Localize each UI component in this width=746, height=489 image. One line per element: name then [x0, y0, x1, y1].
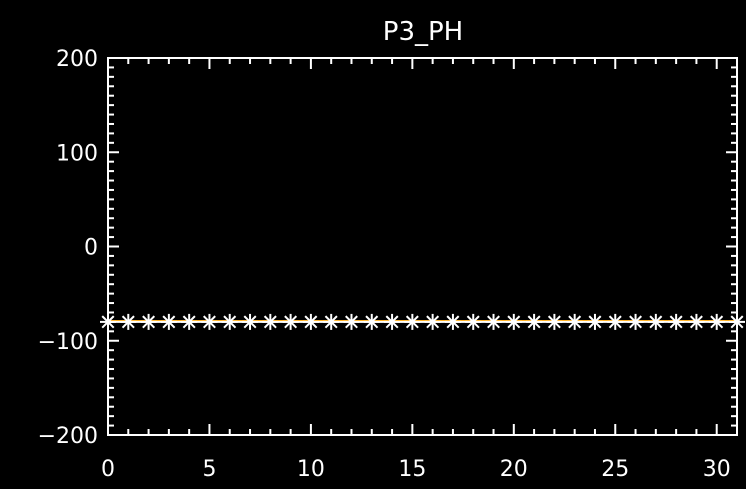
data-point-marker [526, 313, 543, 330]
y-tick-label: 0 [84, 236, 98, 261]
data-point-marker [302, 313, 319, 330]
data-point-marker [505, 313, 522, 330]
data-point-marker [140, 313, 157, 330]
data-point-marker [384, 313, 401, 330]
y-tick-label: 200 [56, 47, 98, 72]
data-point-marker [647, 313, 664, 330]
data-point-marker [465, 313, 482, 330]
data-point-marker [181, 313, 198, 330]
data-point-marker [424, 313, 441, 330]
data-point-marker [607, 313, 624, 330]
data-point-marker [404, 313, 421, 330]
x-tick-label: 15 [398, 457, 426, 482]
y-tick-label: −200 [38, 424, 98, 449]
data-point-marker [708, 313, 725, 330]
x-tick-label: 0 [101, 457, 115, 482]
data-point-marker [668, 313, 685, 330]
y-tick-label: −100 [38, 330, 98, 355]
data-point-marker [201, 313, 218, 330]
data-point-marker [485, 313, 502, 330]
y-tick-label: 100 [56, 141, 98, 166]
x-tick-label: 10 [297, 457, 325, 482]
axis-ticks: 0 5 10 15 20 25 30 −200 −100 0 100 200 [38, 47, 738, 482]
data-point-marker [586, 313, 603, 330]
x-tick-label: 30 [703, 457, 731, 482]
data-point-marker [343, 313, 360, 330]
chart-title: P3_PH [383, 17, 463, 47]
data-point-marker [444, 313, 461, 330]
data-point-marker [120, 313, 137, 330]
data-point-marker [363, 313, 380, 330]
data-point-marker [160, 313, 177, 330]
data-point-marker [729, 313, 745, 330]
data-point-marker [221, 313, 238, 330]
data-point-marker [242, 313, 259, 330]
data-point-marker [323, 313, 340, 330]
data-point-marker [282, 313, 299, 330]
data-point-marker [688, 313, 705, 330]
series-layer [100, 313, 745, 330]
plot-frame [107, 57, 738, 436]
data-point-marker [546, 313, 563, 330]
data-point-marker [627, 313, 644, 330]
x-tick-label: 25 [601, 457, 629, 482]
x-tick-label: 5 [202, 457, 216, 482]
data-point-marker [262, 313, 279, 330]
data-point-marker [100, 313, 116, 330]
x-tick-label: 20 [500, 457, 528, 482]
data-point-marker [566, 313, 583, 330]
